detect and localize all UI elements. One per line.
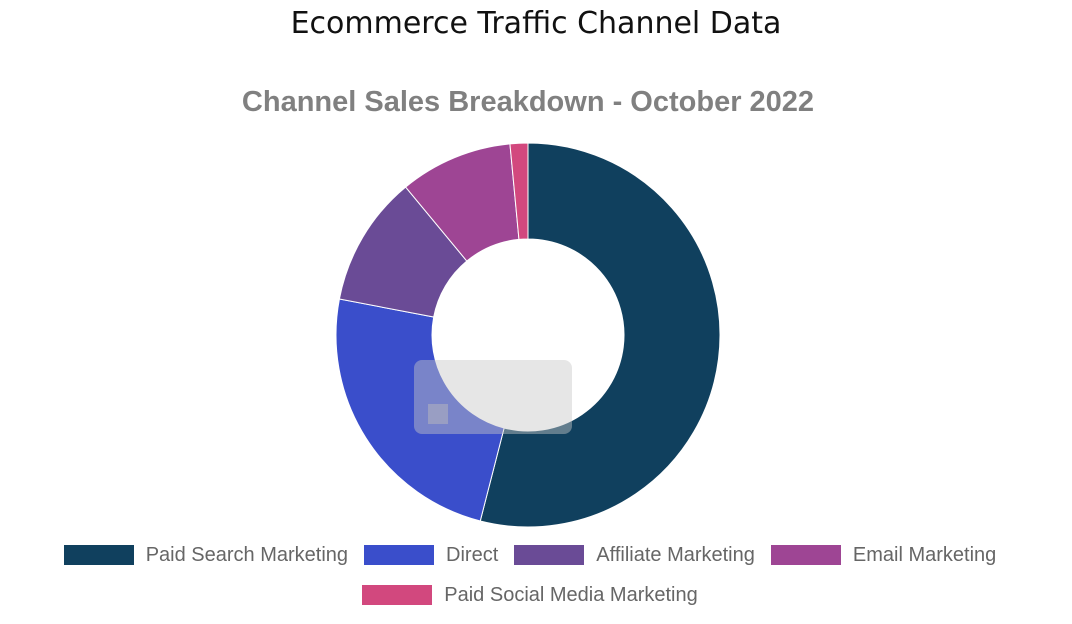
legend-item-paid-social-media-marketing[interactable]: Paid Social Media Marketing	[362, 583, 698, 607]
legend-item-paid-search-marketing[interactable]: Paid Search Marketing	[63, 543, 349, 567]
legend-item-email-marketing[interactable]: Email Marketing	[770, 543, 997, 567]
tooltip-swatch	[428, 404, 448, 424]
legend-swatch	[362, 585, 433, 605]
legend-row: Paid Social Media Marketing	[0, 578, 1060, 612]
slice-paid-social-media-marketing[interactable]	[509, 142, 529, 240]
legend-row: Paid Search Marketing Direct Affiliate Mar…	[0, 538, 1060, 572]
chart-legend: Paid Search Marketing Direct Affiliate Mar…	[0, 538, 1060, 618]
legend-item-affiliate-marketing[interactable]: Affiliate Marketing	[514, 544, 755, 567]
slice-paid-search-marketing[interactable]	[479, 142, 721, 528]
legend-swatch	[364, 545, 435, 565]
page-title: Ecommerce Traffic Channel Data	[290, 6, 782, 41]
legend-label: Affiliate Marketing	[596, 543, 755, 566]
chart-title: Channel Sales Breakdown - October 2022	[241, 86, 815, 118]
legend-label: Email Marketing	[852, 543, 997, 566]
donut-slices	[335, 142, 721, 528]
legend-label: Paid Social Media Marketing	[444, 583, 698, 606]
legend-label: Direct	[446, 543, 499, 566]
legend-label: Paid Search Marketing	[145, 543, 349, 566]
legend-swatch	[770, 545, 841, 565]
slice-direct[interactable]	[335, 298, 505, 522]
legend-swatch	[63, 545, 134, 565]
legend-swatch	[514, 545, 585, 565]
legend-item-direct[interactable]: Direct	[364, 544, 498, 567]
